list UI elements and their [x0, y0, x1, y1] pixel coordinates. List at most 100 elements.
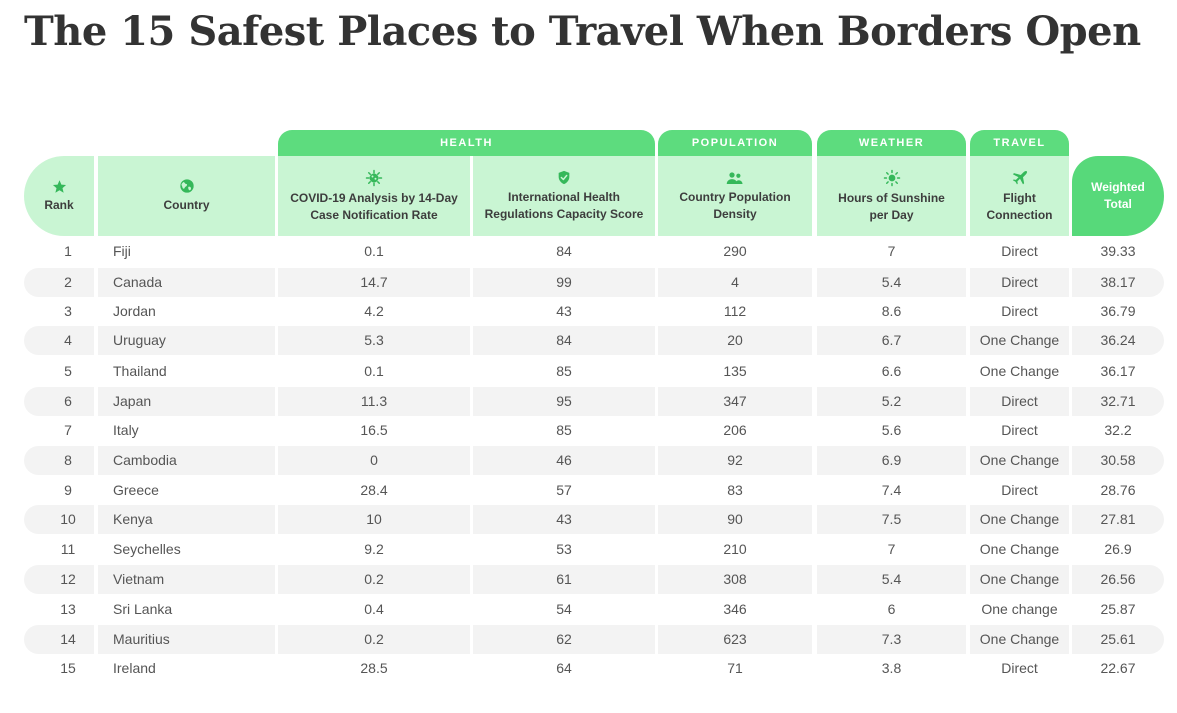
- cell-sunshine: 6: [887, 601, 896, 617]
- cell-ihr: 99: [556, 274, 572, 290]
- cell-density: 623: [723, 631, 747, 647]
- cell-total: 28.76: [1100, 482, 1136, 498]
- cell-country: Jordan: [113, 303, 156, 319]
- header-density[interactable]: Country Population Density: [658, 156, 812, 236]
- row-stripe: [1072, 387, 1164, 416]
- cell-covid: 0.2: [364, 571, 384, 587]
- table-row[interactable]: 9 Greece 28.4 57 83 7.4 Direct 28.76: [24, 476, 1164, 505]
- row-stripe: [278, 565, 470, 594]
- row-stripe: [473, 565, 655, 594]
- table-row[interactable]: 3 Jordan 4.2 43 112 8.6 Direct 36.79: [24, 297, 1164, 326]
- row-stripe: [658, 268, 812, 297]
- cell-density: 206: [723, 422, 747, 438]
- table-row[interactable]: 6 Japan 11.3 95 347 5.2 Direct 32.71: [24, 387, 1164, 416]
- cell-covid: 11.3: [360, 393, 388, 409]
- cell-ihr: 61: [556, 571, 572, 587]
- cell-covid: 9.2: [364, 541, 384, 557]
- table-row[interactable]: 13 Sri Lanka 0.4 54 346 6 One change 25.87: [24, 595, 1164, 624]
- cell-rank: 15: [60, 660, 76, 676]
- row-stripe: [658, 446, 812, 475]
- row-stripe: [24, 565, 94, 594]
- cell-sunshine: 6.6: [881, 363, 902, 379]
- cell-ihr: 43: [556, 303, 572, 319]
- cell-rank: 5: [64, 363, 72, 379]
- cell-ihr: 46: [556, 452, 572, 468]
- globe-icon: [179, 179, 194, 193]
- row-stripe: [98, 625, 275, 654]
- header-country[interactable]: Country: [98, 156, 275, 236]
- table-row[interactable]: 2 Canada 14.7 99 4 5.4 Direct 38.17: [24, 268, 1164, 297]
- table-row[interactable]: 8 Cambodia 0 46 92 6.9 One Change 30.58: [24, 446, 1164, 475]
- row-stripe: [24, 446, 94, 475]
- cell-total: 26.9: [1104, 541, 1132, 557]
- row-stripe: [98, 505, 275, 534]
- cell-ihr: 53: [556, 541, 572, 557]
- cell-sunshine: 5.4: [881, 571, 902, 587]
- row-stripe: [24, 625, 94, 654]
- cell-flight: Direct: [1001, 274, 1038, 290]
- table-row[interactable]: 1 Fiji 0.1 84 290 7 Direct 39.33: [24, 237, 1164, 266]
- cell-total: 39.33: [1100, 243, 1136, 259]
- cell-density: 347: [723, 393, 747, 409]
- cell-ihr: 62: [556, 631, 572, 647]
- row-stripe: [817, 505, 966, 534]
- star-icon: [52, 179, 66, 193]
- cell-covid: 28.5: [360, 660, 388, 676]
- cell-total: 36.17: [1100, 363, 1136, 379]
- row-stripe: [1072, 268, 1164, 297]
- table-row[interactable]: 14 Mauritius 0.2 62 623 7.3 One Change 25.61: [24, 625, 1164, 654]
- row-stripe: [658, 565, 812, 594]
- cell-sunshine: 6.7: [881, 332, 902, 348]
- header-rank[interactable]: Rank: [24, 156, 94, 236]
- table-row[interactable]: 4 Uruguay 5.3 84 20 6.7 One Change 36.24: [24, 326, 1164, 355]
- cell-rank: 6: [64, 393, 72, 409]
- cell-country: Greece: [113, 482, 159, 498]
- row-stripe: [24, 505, 94, 534]
- cell-total: 25.61: [1100, 631, 1136, 647]
- table-row[interactable]: 12 Vietnam 0.2 61 308 5.4 One Change 26.56: [24, 565, 1164, 594]
- row-stripe: [817, 268, 966, 297]
- cell-flight: One Change: [979, 571, 1060, 587]
- row-stripe: [817, 625, 966, 654]
- cell-country: Fiji: [113, 243, 131, 259]
- table-row[interactable]: 15 Ireland 28.5 64 71 3.8 Direct 22.67: [24, 654, 1164, 683]
- cell-total: 25.87: [1100, 601, 1136, 617]
- header-flight-label: Flight Connection: [986, 190, 1053, 222]
- cell-sunshine: 5.2: [881, 393, 902, 409]
- group-travel: TRAVEL: [970, 130, 1069, 156]
- cell-rank: 4: [64, 332, 72, 348]
- cell-sunshine: 6.9: [881, 452, 902, 468]
- header-total[interactable]: Weighted Total: [1072, 156, 1164, 236]
- header-ihr[interactable]: International Health Regulations Capacit…: [473, 156, 655, 236]
- row-stripe: [473, 268, 655, 297]
- cell-flight: Direct: [1001, 243, 1038, 259]
- header-covid[interactable]: COVID-19 Analysis by 14-Day Case Notific…: [278, 156, 470, 236]
- table-row[interactable]: 7 Italy 16.5 85 206 5.6 Direct 32.2: [24, 416, 1164, 445]
- cell-rank: 3: [64, 303, 72, 319]
- cell-country: Thailand: [113, 363, 167, 379]
- row-stripe: [1072, 326, 1164, 355]
- header-flight[interactable]: Flight Connection: [970, 156, 1069, 236]
- cell-covid: 28.4: [360, 482, 388, 498]
- cell-density: 92: [727, 452, 743, 468]
- row-stripe: [970, 326, 1069, 355]
- header-covid-label: COVID-19 Analysis by 14-Day Case Notific…: [290, 190, 458, 222]
- row-stripe: [817, 446, 966, 475]
- header-sunshine[interactable]: Hours of Sunshine per Day: [817, 156, 966, 236]
- cell-covid: 0.2: [364, 631, 384, 647]
- row-stripe: [1072, 565, 1164, 594]
- table-row[interactable]: 11 Seychelles 9.2 53 210 7 One Change 26.9: [24, 535, 1164, 564]
- cell-ihr: 95: [556, 393, 572, 409]
- row-stripe: [98, 446, 275, 475]
- table-row[interactable]: 10 Kenya 10 43 90 7.5 One Change 27.81: [24, 505, 1164, 534]
- airplane-icon: [1012, 170, 1027, 184]
- cell-density: 90: [727, 511, 743, 527]
- cell-density: 4: [731, 274, 739, 290]
- cell-covid: 0.1: [364, 363, 384, 379]
- table-row[interactable]: 5 Thailand 0.1 85 135 6.6 One Change 36.17: [24, 357, 1164, 386]
- cell-country: Italy: [113, 422, 139, 438]
- header-total-label: Weighted Total: [1091, 180, 1145, 211]
- cell-density: 135: [723, 363, 747, 379]
- cell-covid: 0.4: [364, 601, 384, 617]
- page-title: The 15 Safest Places to Travel When Bord…: [24, 8, 1141, 55]
